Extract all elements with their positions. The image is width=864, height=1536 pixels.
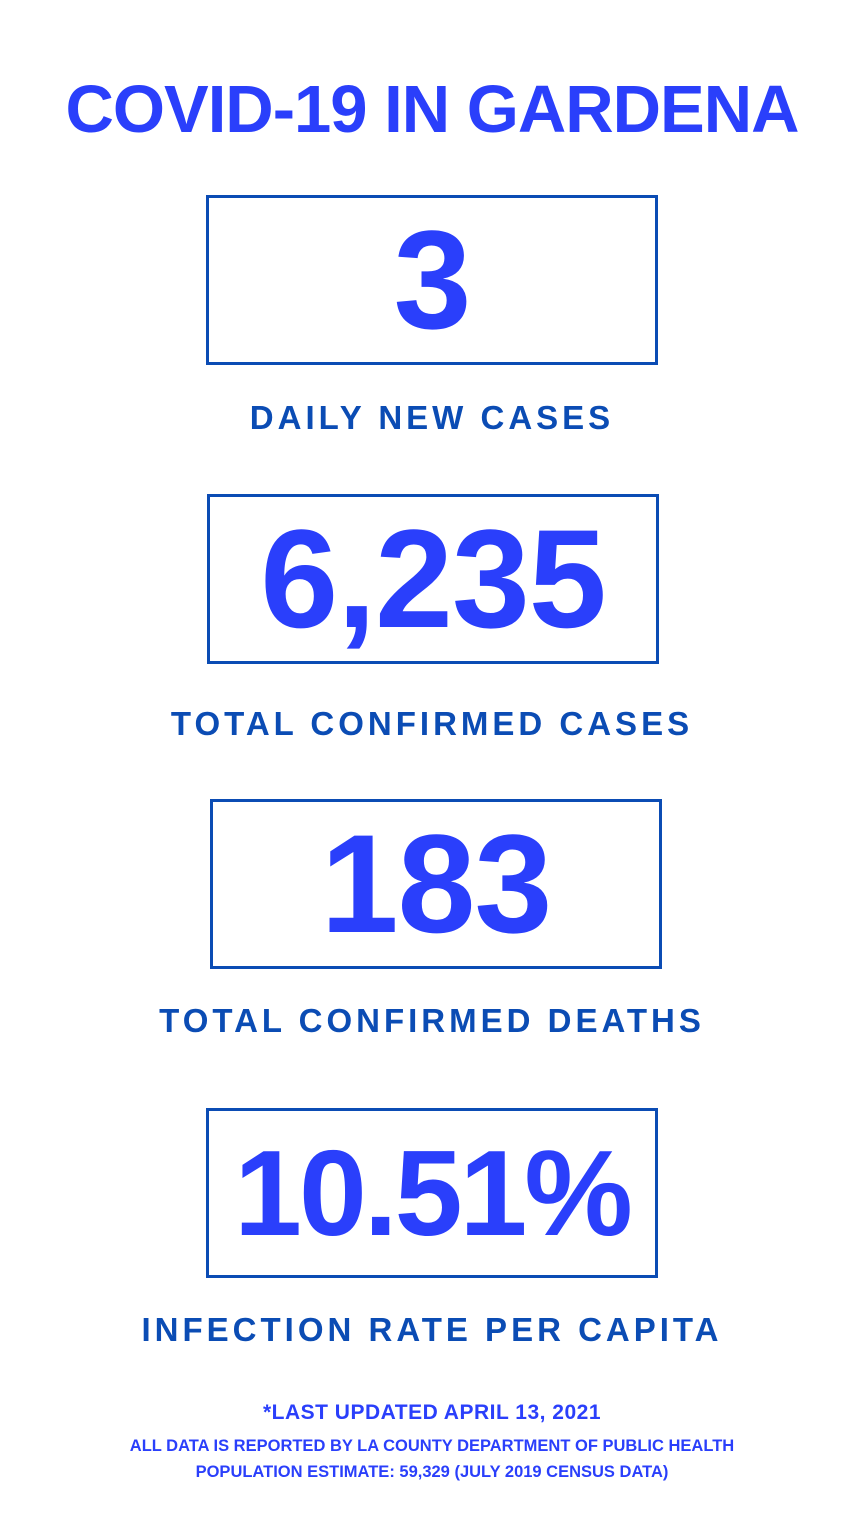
infection-rate-value: 10.51% (234, 1125, 633, 1261)
total-deaths-box: 183 (210, 799, 662, 969)
data-source-note: ALL DATA IS REPORTED BY LA COUNTY DEPART… (129, 1437, 735, 1455)
last-updated-note: *LAST UPDATED APRIL 13, 2021 (262, 1401, 602, 1424)
page-title: COVID-19 IN GARDENA (65, 72, 800, 147)
total-cases-value: 6,235 (260, 500, 606, 657)
daily-new-cases-box: 3 (206, 195, 658, 365)
daily-new-cases-value: 3 (393, 201, 472, 358)
total-deaths-value: 183 (320, 805, 553, 962)
total-deaths-label: TOTAL CONFIRMED DEATHS (159, 1002, 705, 1039)
population-note: POPULATION ESTIMATE: 59,329 (JULY 2019 C… (195, 1463, 669, 1481)
infection-rate-box: 10.51% (206, 1108, 658, 1278)
total-cases-box: 6,235 (207, 494, 659, 664)
total-cases-label: TOTAL CONFIRMED CASES (170, 705, 694, 742)
daily-new-cases-label: DAILY NEW CASES (249, 399, 615, 436)
infection-rate-label: INFECTION RATE PER CAPITA (141, 1311, 723, 1348)
